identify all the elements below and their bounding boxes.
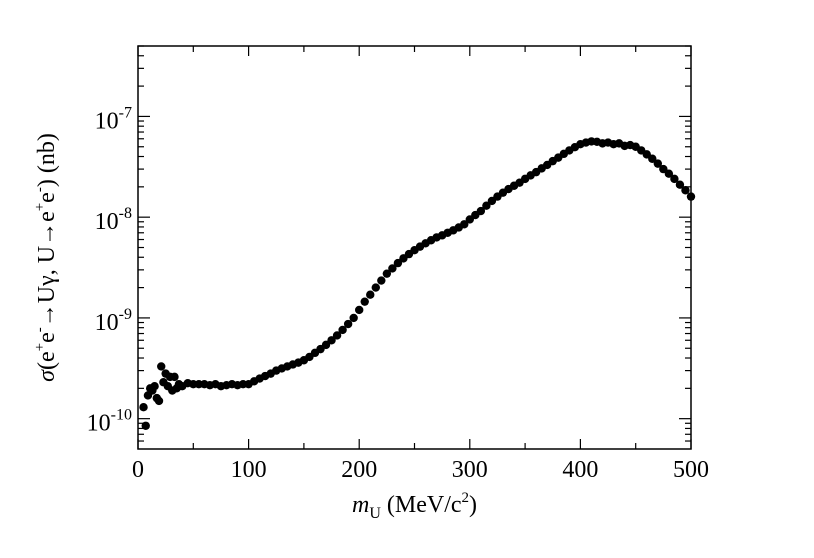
y-tick-label: 10-10: [87, 407, 132, 437]
data-point: [371, 283, 380, 292]
data-point: [332, 331, 342, 340]
y-tick-label: 10-9: [95, 306, 132, 336]
data-point: [675, 180, 685, 189]
data-point: [338, 325, 347, 335]
data-point: [482, 201, 491, 210]
x-axis-title: mU (MeV/c2): [352, 490, 477, 522]
data-point: [476, 206, 486, 216]
y-tick-label: 10-8: [95, 205, 132, 235]
data-point: [648, 154, 657, 163]
y-tick-label: 10-7: [95, 104, 132, 134]
data-point: [664, 169, 674, 178]
x-tick-label: 400: [562, 457, 598, 483]
data-point: [327, 336, 336, 345]
data-point: [349, 313, 358, 323]
tick-marks: [137, 45, 692, 449]
data-point: [154, 396, 164, 406]
data-point: [355, 305, 364, 315]
data-point: [141, 421, 150, 430]
data-point: [343, 319, 353, 329]
data-point: [460, 220, 469, 229]
x-tick-label: 100: [231, 457, 267, 483]
x-tick-label: 0: [132, 457, 144, 483]
data-point: [382, 269, 392, 278]
data-point: [388, 264, 397, 273]
y-axis-title: σ(e+e-→Uγ, U→e+e-) (nb): [32, 133, 60, 382]
data-point: [393, 258, 403, 268]
data-point: [170, 372, 179, 382]
data-point: [659, 164, 668, 174]
x-tick-label: 500: [673, 457, 709, 483]
data-point: [686, 192, 696, 201]
data-point: [321, 340, 331, 350]
y-tick-labels: 10-10 10-9 10-8 10-7: [87, 104, 132, 436]
data-point: [377, 276, 386, 285]
data-point: [670, 174, 679, 184]
data-point: [366, 290, 375, 299]
x-tick-label: 200: [341, 457, 377, 483]
data-point: [653, 159, 663, 168]
data-point: [157, 362, 166, 371]
data-point: [150, 382, 159, 391]
data-point: [681, 186, 690, 195]
x-tick-labels: 0 100 200 300 400 500: [132, 457, 709, 483]
data-point: [139, 402, 148, 412]
data-point: [360, 297, 369, 306]
data-points: [139, 137, 696, 430]
x-tick-label: 300: [452, 457, 488, 483]
